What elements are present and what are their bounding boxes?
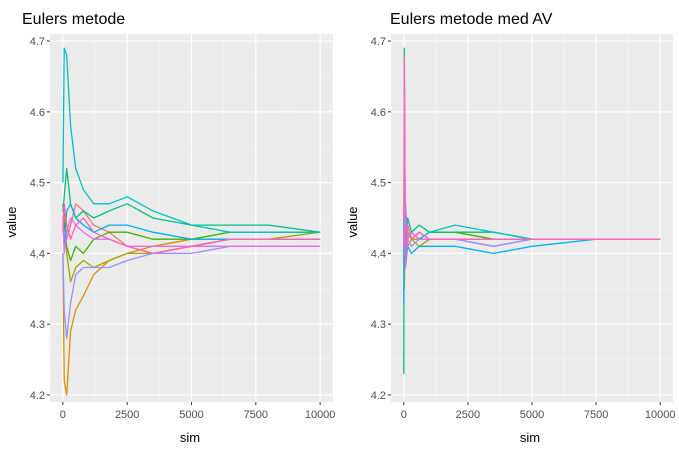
x-tick-label: 5000 <box>179 409 203 421</box>
y-tick-label: 4.2 <box>30 390 45 402</box>
y-tick-label: 4.5 <box>371 178 386 190</box>
series-line-6 <box>62 47 321 233</box>
chart-panel-eulers-metode-med-av: Eulers metode med AV value sim 4.2 4.3 4.4… <box>345 11 675 445</box>
x-tick-label: 7500 <box>244 409 268 421</box>
y-tick-label: 4.7 <box>30 36 45 48</box>
y-tick-label: 4.6 <box>371 107 386 119</box>
x-axis-label: sim <box>520 430 540 445</box>
y-tick-label: 4.4 <box>30 248 45 260</box>
series-line-8 <box>62 245 321 339</box>
y-axis-label: value <box>4 206 19 237</box>
y-tick-label: 4.6 <box>30 107 45 119</box>
y-tick-label: 4.3 <box>30 319 45 331</box>
chart-panel-eulers-metode: Eulers metode value sim 4.24.34.44.54.64… <box>4 11 335 445</box>
series-line-10 <box>403 54 661 269</box>
x-tick-label: 10000 <box>305 409 336 421</box>
x-tick-label: 2500 <box>115 409 139 421</box>
series-line-7 <box>62 203 321 247</box>
chart-title: Eulers metode <box>22 11 125 28</box>
y-tick-label: 4.5 <box>30 178 45 190</box>
y-axis-label: value <box>345 206 360 237</box>
y-tick-label: 4.2 <box>371 390 386 402</box>
series-line-10 <box>62 203 321 255</box>
plot-area: 4.2 4.3 4.4 4.5 4.6 4.7 0 2500 5000 7500 10000 <box>371 34 676 421</box>
series-line-5 <box>62 167 321 233</box>
chart-title: Eulers metode med AV <box>390 11 553 28</box>
x-tick-label: 5000 <box>520 409 544 421</box>
y-tick-label: 4.3 <box>371 319 386 331</box>
plot-area: 4.2 4.3 4.4 4.5 4.6 4.7 0 2500 5000 7500 10000 <box>30 34 336 421</box>
x-axis-label: sim <box>180 430 200 445</box>
x-tick-label: 0 <box>401 409 407 421</box>
y-tick-label: 4.7 <box>371 36 386 48</box>
x-tick-label: 10000 <box>645 409 676 421</box>
x-tick-label: 0 <box>60 409 66 421</box>
x-tick-label: 7500 <box>584 409 608 421</box>
y-tick-label: 4.4 <box>371 248 386 260</box>
x-tick-label: 2500 <box>456 409 480 421</box>
